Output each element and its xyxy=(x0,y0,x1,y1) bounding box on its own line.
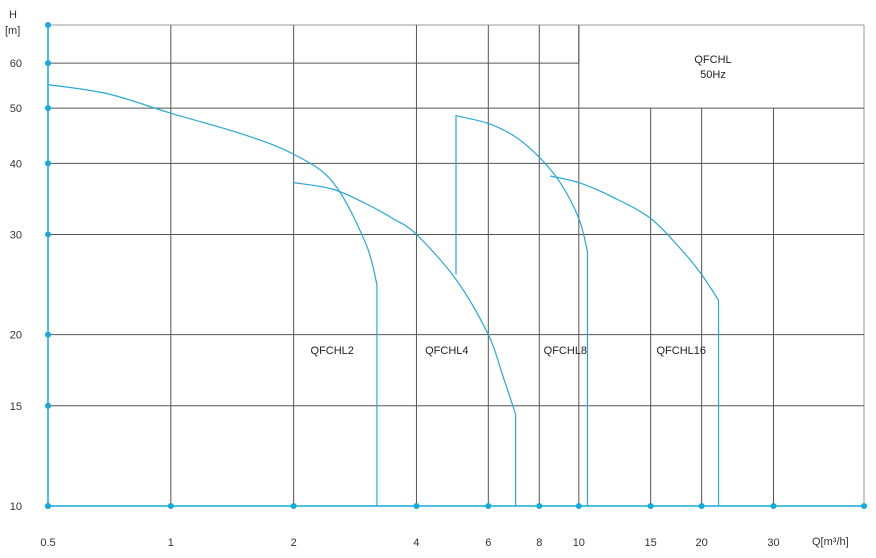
y-axis-end-dot xyxy=(45,22,51,28)
x-tick-label: 4 xyxy=(413,537,419,549)
x-tick-label: 20 xyxy=(696,537,708,549)
x-tick-label: 8 xyxy=(536,537,542,549)
x-tick-label: 1 xyxy=(168,537,174,549)
y-tick-dot xyxy=(45,503,51,509)
series-curve-qfchl8 xyxy=(455,114,589,506)
y-tick-label: 40 xyxy=(10,158,22,170)
x-axis-label: Q[m³/h] xyxy=(812,536,849,548)
x-tick-label: 15 xyxy=(645,537,657,549)
x-tick-dot xyxy=(770,503,777,509)
x-tick-dot xyxy=(413,503,420,509)
series-layer xyxy=(47,84,720,506)
x-tick-dot xyxy=(698,503,705,509)
y-axis-unit: [m] xyxy=(5,25,20,37)
x-tick-label: 6 xyxy=(485,537,491,549)
y-tick-dot xyxy=(45,160,51,167)
series-label-qfchl16: QFCHL16 xyxy=(656,345,706,357)
axis-layer: 0.5 1 2 4 6 8 10 15 20 30 10 15 20 30 40 50 60 xyxy=(10,22,867,549)
chart-title-line-2: 50Hz xyxy=(700,69,726,81)
y-tick-label: 30 xyxy=(10,229,22,241)
series-label-qfchl4: QFCHL4 xyxy=(425,345,468,357)
x-tick-label: 2 xyxy=(291,537,297,549)
y-tick-label: 20 xyxy=(10,330,22,342)
y-tick-dot xyxy=(45,402,51,409)
x-tick-dot xyxy=(575,503,582,509)
y-tick-dot xyxy=(45,231,51,238)
x-tick-dot xyxy=(536,503,543,509)
x-tick-dot xyxy=(167,503,174,509)
y-tick-dot xyxy=(45,105,51,112)
y-tick-dot xyxy=(45,60,51,67)
y-tick-label: 15 xyxy=(10,401,22,413)
x-tick-label: 0.5 xyxy=(40,537,55,549)
chart-title-line-1: QFCHL xyxy=(694,54,731,66)
y-axis-label: H xyxy=(9,9,17,21)
x-tick-dot xyxy=(485,503,492,509)
label-layer: H [m] Q[m³/h] QFCHL 50Hz QFCHL2 QFCHL4 QFC… xyxy=(5,9,849,548)
series-curve-qfchl16 xyxy=(549,175,720,506)
series-curve-qfchl4 xyxy=(293,182,517,506)
series-label-qfchl8: QFCHL8 xyxy=(544,345,587,357)
series-label-qfchl2: QFCHL2 xyxy=(311,345,354,357)
y-tick-dot xyxy=(45,331,51,338)
x-tick-label: 10 xyxy=(573,537,585,549)
y-tick-label: 50 xyxy=(10,103,22,115)
x-axis-end-dot xyxy=(861,503,867,509)
x-tick-dot xyxy=(290,503,297,509)
x-tick-label: 30 xyxy=(767,537,779,549)
y-tick-label: 60 xyxy=(10,58,22,70)
series-curve-qfchl2 xyxy=(47,84,378,506)
y-tick-label: 10 xyxy=(10,501,22,513)
x-tick-dot xyxy=(647,503,654,509)
